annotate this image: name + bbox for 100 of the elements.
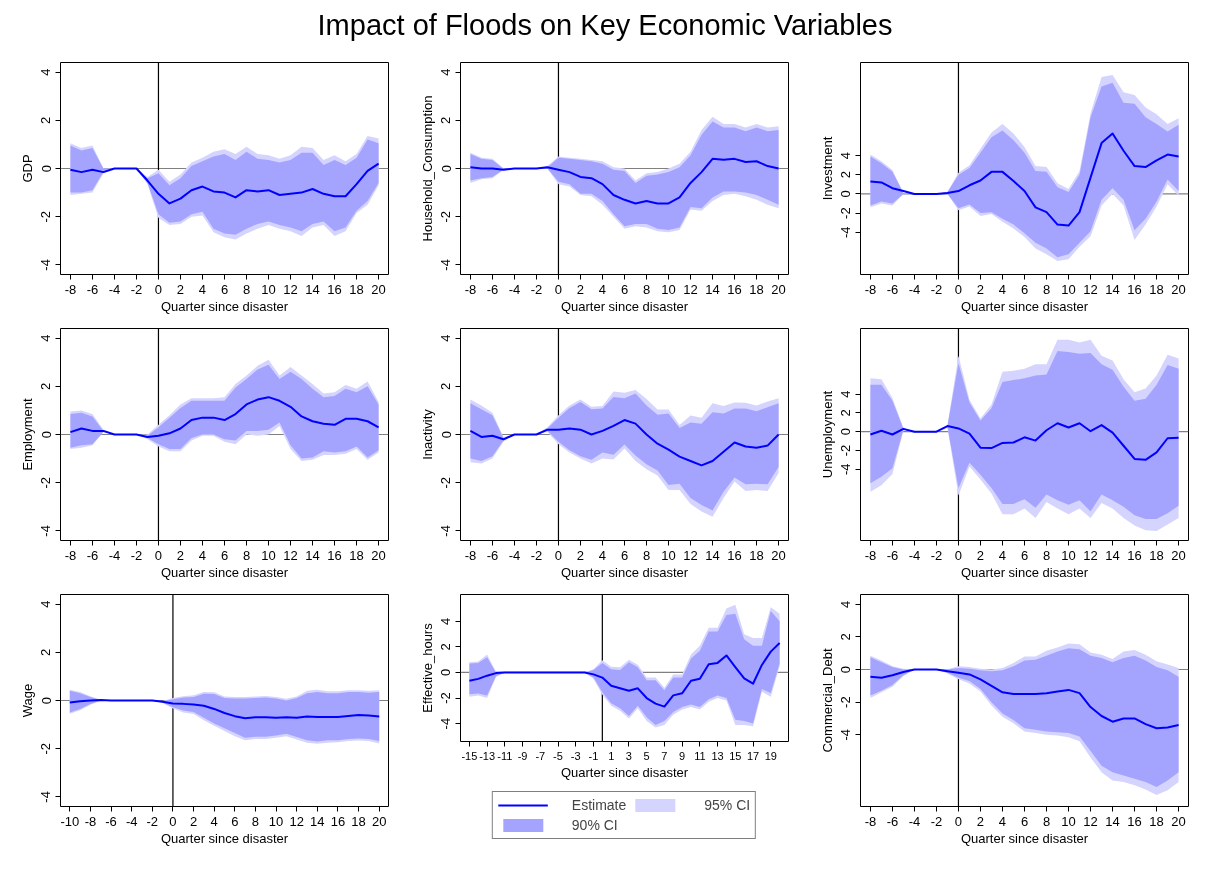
x-axis-title: Quarter since disaster [560,298,689,314]
y-tick-label: 0 [838,665,854,674]
x-tick-label: 18 [749,281,764,297]
x-tick-label: -6 [886,281,899,297]
y-tick-label: -4 [38,259,54,271]
x-tick-label: 14 [1105,281,1120,297]
x-tick-label: 10 [1061,547,1076,563]
y-tick-label: 0 [838,190,854,198]
y-tick-label: -2 [838,207,854,219]
x-tick-label: -7 [535,749,546,762]
x-tick-label: 8 [642,547,651,563]
y-tick-label: -2 [438,210,454,223]
y-tick-label: 2 [438,116,454,124]
x-tick-label: -4 [908,813,921,829]
x-tick-label: -2 [530,547,543,563]
x-tick-label: 18 [749,547,764,563]
x-tick-label: 4 [598,547,607,563]
x-tick-label: 14 [1105,813,1120,829]
x-tick-label: -6 [86,281,99,297]
y-tick-label: 4 [838,390,854,398]
x-tick-label: 8 [1042,547,1051,563]
y-tick-label: 2 [838,633,854,641]
x-tick-label: 6 [1020,547,1029,563]
x-tick-label: 8 [642,281,651,297]
y-tick-label: -4 [438,525,454,537]
x-axis-title: Quarter since disaster [160,564,289,580]
x-tick-label: 14 [305,281,320,297]
x-tick-label: -8 [864,281,877,297]
x-tick-label: 10 [268,813,284,829]
x-tick-label: 6 [620,547,629,563]
x-tick-label: 20 [771,281,786,297]
x-tick-label: 4 [198,281,207,297]
x-tick-label: 18 [351,813,366,829]
x-tick-label: 14 [305,547,320,563]
x-axis-title: Quarter since disaster [560,764,689,780]
x-tick-label: 2 [189,813,198,829]
x-tick-label: -4 [108,547,121,563]
x-tick-label: 4 [598,281,607,297]
x-tick-label: -6 [886,547,899,563]
x-tick-label: 0 [954,813,963,829]
x-tick-label: -6 [886,813,899,829]
x-tick-label: 17 [746,749,760,762]
x-axis-title: Quarter since disaster [160,830,289,846]
y-axis-title: Commercial_Debt [819,648,835,753]
y-axis-title: Employment [19,397,35,471]
x-tick-label: -4 [508,547,521,563]
y-tick-label: 0 [38,696,54,705]
y-tick-label: -4 [438,259,454,271]
x-tick-label: 12 [283,547,298,563]
x-tick-label: 2 [576,547,585,563]
x-tick-label: -11 [497,749,513,762]
x-tick-label: 8 [1042,813,1051,829]
x-tick-label: 20 [1171,547,1186,563]
y-tick-label: 0 [438,164,454,173]
x-tick-label: -5 [553,749,563,762]
x-tick-label: 6 [220,281,229,297]
legend-label: 90% CI [571,817,618,833]
x-tick-label: 18 [349,547,364,563]
y-tick-label: 4 [438,334,454,342]
y-axis-title: Household_Consumption [419,95,435,242]
x-tick-label: 6 [620,281,629,297]
x-tick-label: 2 [976,547,985,563]
x-tick-label: 2 [176,547,185,563]
x-tick-label: 12 [1083,813,1098,829]
x-tick-label: 11 [694,749,706,762]
x-tick-label: -4 [908,547,921,563]
y-tick-label: 2 [438,643,454,651]
x-tick-label: 5 [643,749,650,762]
y-tick-label: -2 [38,476,54,489]
x-tick-label: 3 [625,749,632,762]
x-tick-label: -8 [464,547,477,563]
y-tick-label: -2 [838,444,854,457]
x-tick-label: 0 [954,281,963,297]
y-tick-label: 4 [838,600,854,608]
y-tick-label: 0 [38,164,54,173]
x-tick-label: -4 [125,813,138,829]
x-tick-label: -8 [864,813,877,829]
x-tick-label: 18 [1149,813,1164,829]
x-tick-label: 8 [242,281,251,297]
y-tick-label: 2 [838,409,854,417]
x-tick-label: 2 [976,281,985,297]
x-tick-label: 6 [220,547,229,563]
x-tick-label: 13 [711,749,724,762]
y-tick-label: 0 [438,430,454,439]
x-tick-label: 4 [998,281,1007,297]
x-tick-label: 16 [327,547,342,563]
x-tick-label: 2 [576,281,585,297]
y-axis-title: Investment [819,136,835,201]
x-tick-label: 12 [289,813,304,829]
x-tick-label: -2 [930,813,943,829]
x-tick-label: -1 [588,749,599,762]
x-tick-label: 14 [705,281,720,297]
x-tick-label: 10 [261,547,276,563]
x-axis-title: Quarter since disaster [160,298,289,314]
x-tick-label: -6 [486,547,499,563]
y-tick-label: 0 [838,428,854,436]
x-tick-label: -9 [517,749,528,762]
x-tick-label: 6 [1020,281,1029,297]
x-tick-label: 0 [154,547,163,563]
x-tick-label: -8 [64,547,77,563]
